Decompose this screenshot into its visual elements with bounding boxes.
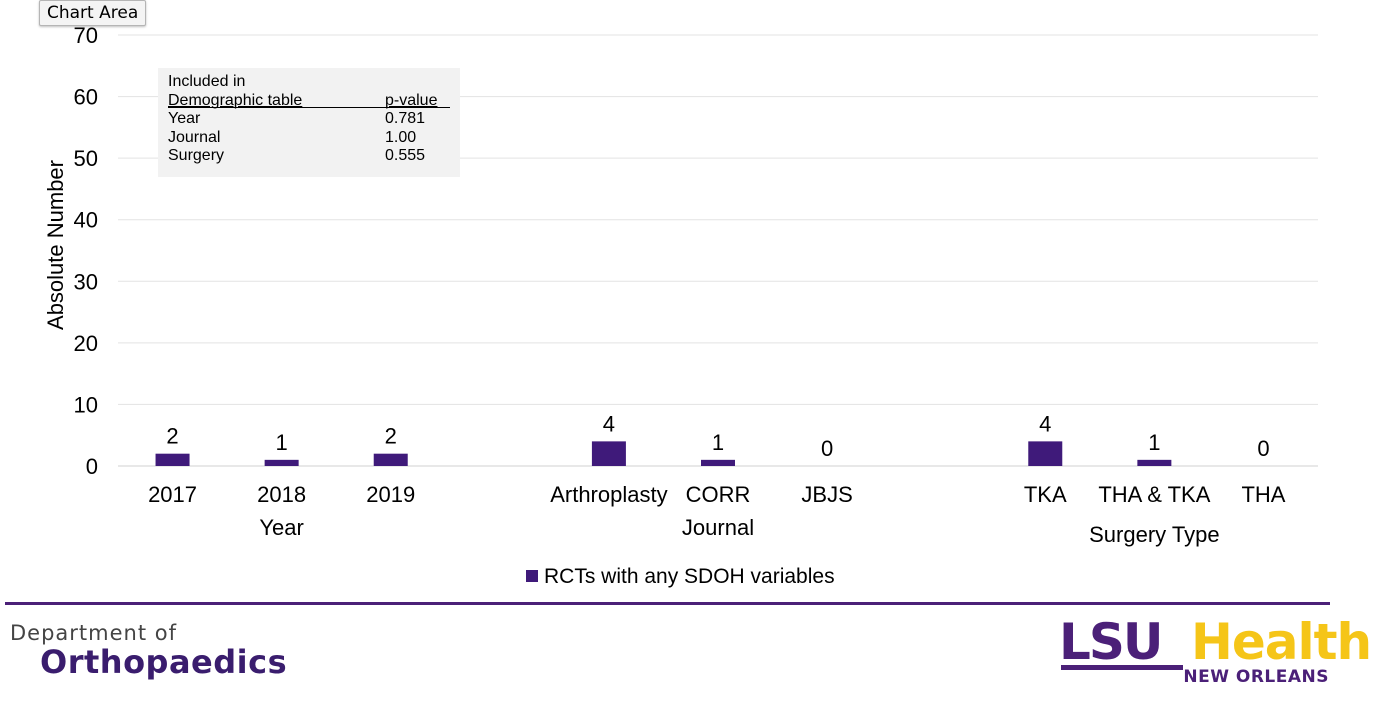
category-label: 2019 bbox=[366, 482, 415, 507]
category-label: THA & TKA bbox=[1098, 482, 1210, 507]
department-line2: Orthopaedics bbox=[40, 643, 288, 681]
legend-label: RCTs with any SDOH variables bbox=[544, 565, 835, 588]
y-tick-label: 30 bbox=[74, 269, 98, 294]
inset-header-line1-text: Included in bbox=[168, 73, 246, 90]
inset-header-rule bbox=[168, 107, 450, 108]
lsu-health-logo: LSU Health NEW ORLEANS bbox=[1059, 613, 1372, 687]
inset-row-value: 0.781 bbox=[385, 110, 426, 127]
group-labels: Year Journal Surgery Type bbox=[259, 515, 1219, 547]
logo-city: NEW ORLEANS bbox=[1183, 667, 1329, 687]
category-label: THA bbox=[1241, 482, 1285, 507]
category-label: 2017 bbox=[148, 482, 197, 507]
y-tick-label: 0 bbox=[86, 454, 98, 479]
logo-underline bbox=[1061, 665, 1183, 670]
bar bbox=[701, 459, 735, 466]
category-label: JBJS bbox=[801, 482, 852, 507]
category-labels: 2017 2018 2019 Arthroplasty CORR JBJS TKA THA &… bbox=[148, 482, 1286, 507]
data-label: 2 bbox=[385, 424, 397, 449]
data-label: 0 bbox=[1257, 436, 1269, 461]
y-tick-label: 40 bbox=[74, 208, 98, 233]
y-axis-label: Absolute Number bbox=[43, 160, 68, 330]
bar bbox=[591, 441, 626, 466]
inset-row-label: Year bbox=[168, 110, 201, 127]
inset-row-label: Journal bbox=[168, 128, 221, 146]
footer-divider bbox=[5, 602, 1330, 605]
legend: RCTs with any SDOH variables bbox=[526, 565, 835, 588]
data-label: 1 bbox=[712, 430, 724, 455]
y-tick-label: 70 bbox=[74, 23, 98, 48]
category-label: CORR bbox=[686, 482, 751, 507]
category-label: 2018 bbox=[257, 482, 306, 507]
inset-header-col2: p-value bbox=[385, 91, 438, 109]
y-tick-label: 60 bbox=[74, 85, 98, 110]
y-tick-label: 20 bbox=[74, 331, 98, 356]
inset-header-col1: Demographic table bbox=[168, 91, 303, 109]
group-label: Year bbox=[259, 515, 303, 540]
data-label: 1 bbox=[1148, 430, 1160, 455]
bar bbox=[373, 453, 408, 466]
group-label: Surgery Type bbox=[1089, 522, 1219, 547]
bar bbox=[1137, 459, 1172, 466]
bar bbox=[155, 453, 190, 466]
data-label: 4 bbox=[603, 411, 615, 436]
inset-row-value: 1.00 bbox=[385, 128, 417, 146]
bar bbox=[264, 459, 299, 466]
data-label: 1 bbox=[276, 430, 288, 455]
bar bbox=[1028, 441, 1063, 466]
department-wordmark: Department of Orthopaedics bbox=[10, 621, 287, 681]
logo-lsu: LSU bbox=[1059, 613, 1163, 671]
data-label: 0 bbox=[821, 436, 833, 461]
inset-row-label: Surgery bbox=[168, 147, 225, 164]
y-tick-label: 10 bbox=[74, 392, 98, 417]
inset-row-value: 0.555 bbox=[385, 147, 426, 164]
legend-swatch bbox=[526, 570, 538, 582]
data-label: 4 bbox=[1039, 411, 1051, 436]
group-label: Journal bbox=[682, 515, 754, 540]
bars bbox=[155, 441, 1172, 466]
data-labels: 2 1 2 4 1 0 4 1 0 bbox=[166, 411, 1269, 461]
y-tick-label: 50 bbox=[74, 146, 98, 171]
p-value-inset-table: Included in Demographic table p-value Ye… bbox=[158, 68, 460, 177]
y-tick-labels: 0 10 20 30 40 50 60 70 bbox=[74, 23, 98, 479]
data-label: 2 bbox=[166, 424, 178, 449]
logo-health: Health bbox=[1191, 613, 1372, 671]
category-label: Arthroplasty bbox=[550, 482, 667, 507]
category-label: TKA bbox=[1024, 482, 1067, 507]
chart-area-tooltip: Chart Area bbox=[39, 0, 147, 26]
department-line1: Department of bbox=[10, 621, 177, 645]
